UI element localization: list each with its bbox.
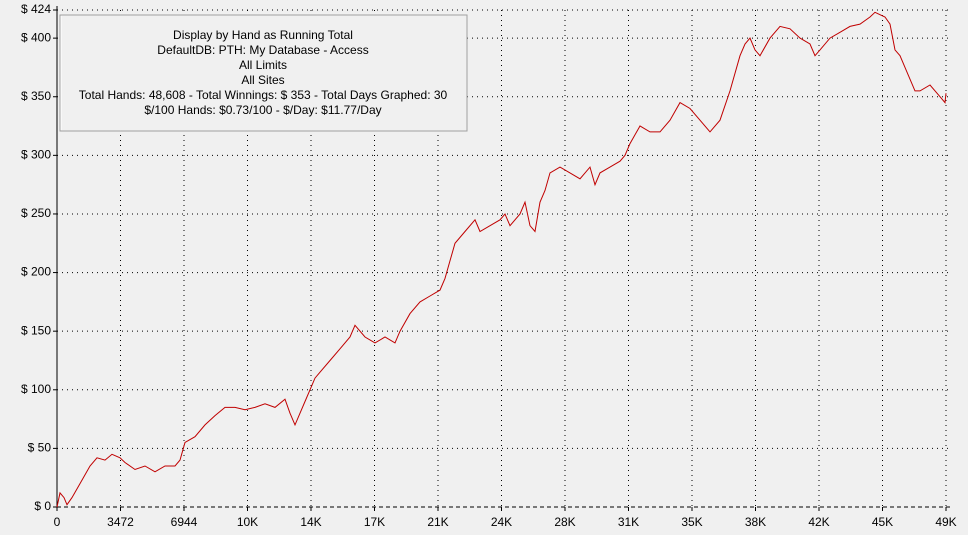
- x-tick-label: 6944: [171, 515, 198, 529]
- x-tick-label: 24K: [491, 515, 512, 529]
- x-tick-label: 10K: [237, 515, 258, 529]
- x-tick-label: 14K: [300, 515, 321, 529]
- y-tick-label: $ 200: [21, 265, 51, 279]
- info-line: Total Hands: 48,608 - Total Winnings: $ …: [79, 88, 448, 102]
- y-tick-label: $ 250: [21, 206, 51, 220]
- x-tick-label: 38K: [745, 515, 766, 529]
- x-tick-label: 35K: [681, 515, 702, 529]
- y-tick-label: $ 150: [21, 323, 51, 337]
- info-line: All Limits: [239, 58, 287, 72]
- y-tick-label: $ 50: [28, 441, 52, 455]
- info-line: DefaultDB: PTH: My Database - Access: [157, 43, 368, 57]
- info-line: $/100 Hands: $0.73/100 - $/Day: $11.77/D…: [144, 103, 381, 117]
- y-tick-label: $ 100: [21, 382, 51, 396]
- info-box: [59, 14, 468, 132]
- x-tick-label: 45K: [872, 515, 893, 529]
- x-tick-label: 21K: [427, 515, 448, 529]
- x-tick-label: 17K: [364, 515, 385, 529]
- x-tick-label: 31K: [618, 515, 639, 529]
- x-tick-label: 28K: [554, 515, 575, 529]
- y-tick-label: $ 0: [34, 499, 51, 513]
- y-tick-label: $ 400: [21, 30, 51, 44]
- x-tick-label: 42K: [808, 515, 829, 529]
- y-tick-label: $ 424: [21, 2, 51, 16]
- x-tick-label: 3472: [107, 515, 134, 529]
- info-line: All Sites: [241, 73, 284, 87]
- y-tick-label: $ 300: [21, 148, 51, 162]
- y-tick-label: $ 350: [21, 89, 51, 103]
- line-series: [56, 11, 947, 508]
- x-tick-label: 0: [54, 515, 61, 529]
- info-line: Display by Hand as Running Total: [173, 28, 353, 42]
- x-tick-label: 49K: [935, 515, 956, 529]
